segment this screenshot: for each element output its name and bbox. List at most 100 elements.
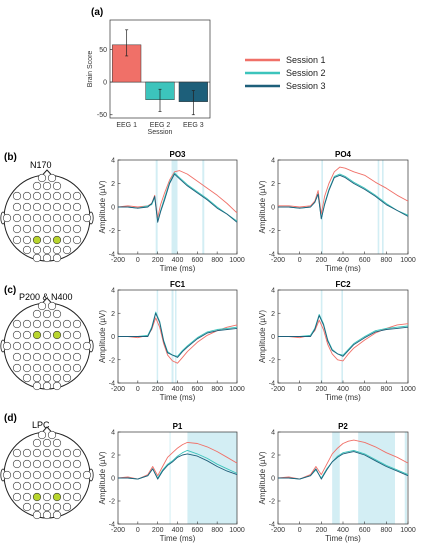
series-line-session-3 <box>118 173 238 223</box>
electrode <box>22 448 32 458</box>
erp-chart-fc1: -4 -2 0 2 4 -200 0 200 400 600 800 1000 FC1 Time (ms)… <box>98 280 245 402</box>
legend-label-session-1: Session 1 <box>286 55 326 65</box>
y-tick-label: -4 <box>109 252 115 259</box>
x-tick-label: 400 <box>337 386 349 393</box>
significance-shade <box>187 432 237 524</box>
component-label-lpc: LPC <box>32 420 50 430</box>
panel-letter-a: (a) <box>91 7 103 18</box>
electrode <box>42 373 52 383</box>
x-tick-label: 1000 <box>400 527 416 534</box>
electrode <box>52 202 62 212</box>
x-tick-label: 600 <box>359 386 371 393</box>
erp-chart-fc2: -4 -2 0 2 4 -200 0 200 400 600 800 1000 FC2 Time (ms)… <box>258 280 416 402</box>
electrode-highlighted <box>52 235 62 245</box>
electrode <box>62 448 72 458</box>
y-tick-label: 0 <box>271 334 275 341</box>
series-line-session-1 <box>117 441 238 480</box>
electrode <box>72 459 82 469</box>
electrode-highlighted <box>32 492 42 502</box>
y-tick-label: -4 <box>269 522 275 529</box>
electrode <box>32 363 42 373</box>
chart-title: FC2 <box>335 280 351 289</box>
electrode <box>22 202 32 212</box>
y-axis-label: Amplitude (µV) <box>258 180 267 233</box>
electrode <box>12 224 22 234</box>
electrode <box>42 309 52 319</box>
electrode <box>42 470 52 480</box>
electrode <box>52 213 62 223</box>
y-tick-label: 2 <box>111 311 115 318</box>
x-tick-label: 200 <box>152 386 164 393</box>
electrode <box>37 301 47 311</box>
y-tick-label: -2 <box>269 499 275 506</box>
electrode <box>12 202 22 212</box>
electrode <box>52 363 62 373</box>
electrode <box>32 459 42 469</box>
electrode <box>12 459 22 469</box>
erp-chart-p2: -4 -2 0 2 4 -200 0 200 400 600 800 1000 P2 Time (ms) A… <box>258 422 416 543</box>
erp-chart-po3: -4 -2 0 2 4 -200 0 200 400 600 800 1000 PO3 Time (ms)… <box>98 150 245 273</box>
series-line-session-3 <box>118 453 238 480</box>
x-tick-label: 800 <box>211 527 223 534</box>
electrode <box>32 470 42 480</box>
electrode <box>42 330 52 340</box>
significance-shade <box>320 290 323 383</box>
electrode-highlighted <box>32 330 42 340</box>
electrode <box>22 235 32 245</box>
electrode <box>72 492 82 502</box>
series-line-session-2 <box>278 173 409 220</box>
electrode <box>72 213 82 223</box>
electrode <box>22 330 32 340</box>
chart-title: P2 <box>338 422 348 431</box>
x-tick-label: 800 <box>380 257 392 264</box>
electrode <box>72 448 82 458</box>
electrode <box>2 470 12 480</box>
legend-label-session-3: Session 3 <box>286 81 326 91</box>
y-axis-label: Amplitude (µV) <box>258 310 267 363</box>
electrode <box>42 352 52 362</box>
x-tick-label: 600 <box>191 257 203 264</box>
electrode <box>32 191 42 201</box>
electrode <box>42 492 52 502</box>
electrode <box>32 181 42 191</box>
electrode <box>82 213 92 223</box>
electrode <box>62 330 72 340</box>
electrode <box>12 481 22 491</box>
x-tick-label: 200 <box>315 386 327 393</box>
electrode <box>72 224 82 234</box>
electrode <box>52 253 62 263</box>
y-tick-label: 4 <box>111 288 115 295</box>
head-map-n170 <box>0 169 94 263</box>
electrode <box>52 341 62 351</box>
x-tick-label: -200 <box>271 257 285 264</box>
electrode <box>72 363 82 373</box>
y-tick-label: 4 <box>111 158 115 165</box>
x-axis-label: Time (ms) <box>325 264 361 273</box>
electrode <box>22 502 32 512</box>
electrode <box>22 352 32 362</box>
y-tick-label: 2 <box>271 181 275 188</box>
electrode <box>72 341 82 351</box>
electrode <box>47 301 57 311</box>
electrode <box>2 341 12 351</box>
bar-plot-frame <box>109 19 211 119</box>
electrode <box>42 319 52 329</box>
electrode <box>22 191 32 201</box>
x-tick-label: -200 <box>271 527 285 534</box>
x-tick-label: 1000 <box>400 386 416 393</box>
series-line-session-1 <box>277 439 409 480</box>
electrode <box>42 213 52 223</box>
electrode <box>72 352 82 362</box>
electrode <box>62 224 72 234</box>
y-tick-label: -2 <box>109 228 115 235</box>
electrode <box>62 235 72 245</box>
electrode <box>32 309 42 319</box>
significance-shade <box>156 290 159 383</box>
x-axis-label: Time (ms) <box>160 393 196 402</box>
electrode-highlighted <box>52 330 62 340</box>
significance-shade <box>404 432 407 524</box>
y-tick-label: -2 <box>269 228 275 235</box>
bar-y-tick-label: -50 <box>97 112 107 119</box>
panel-letter-d: (d) <box>4 413 17 424</box>
